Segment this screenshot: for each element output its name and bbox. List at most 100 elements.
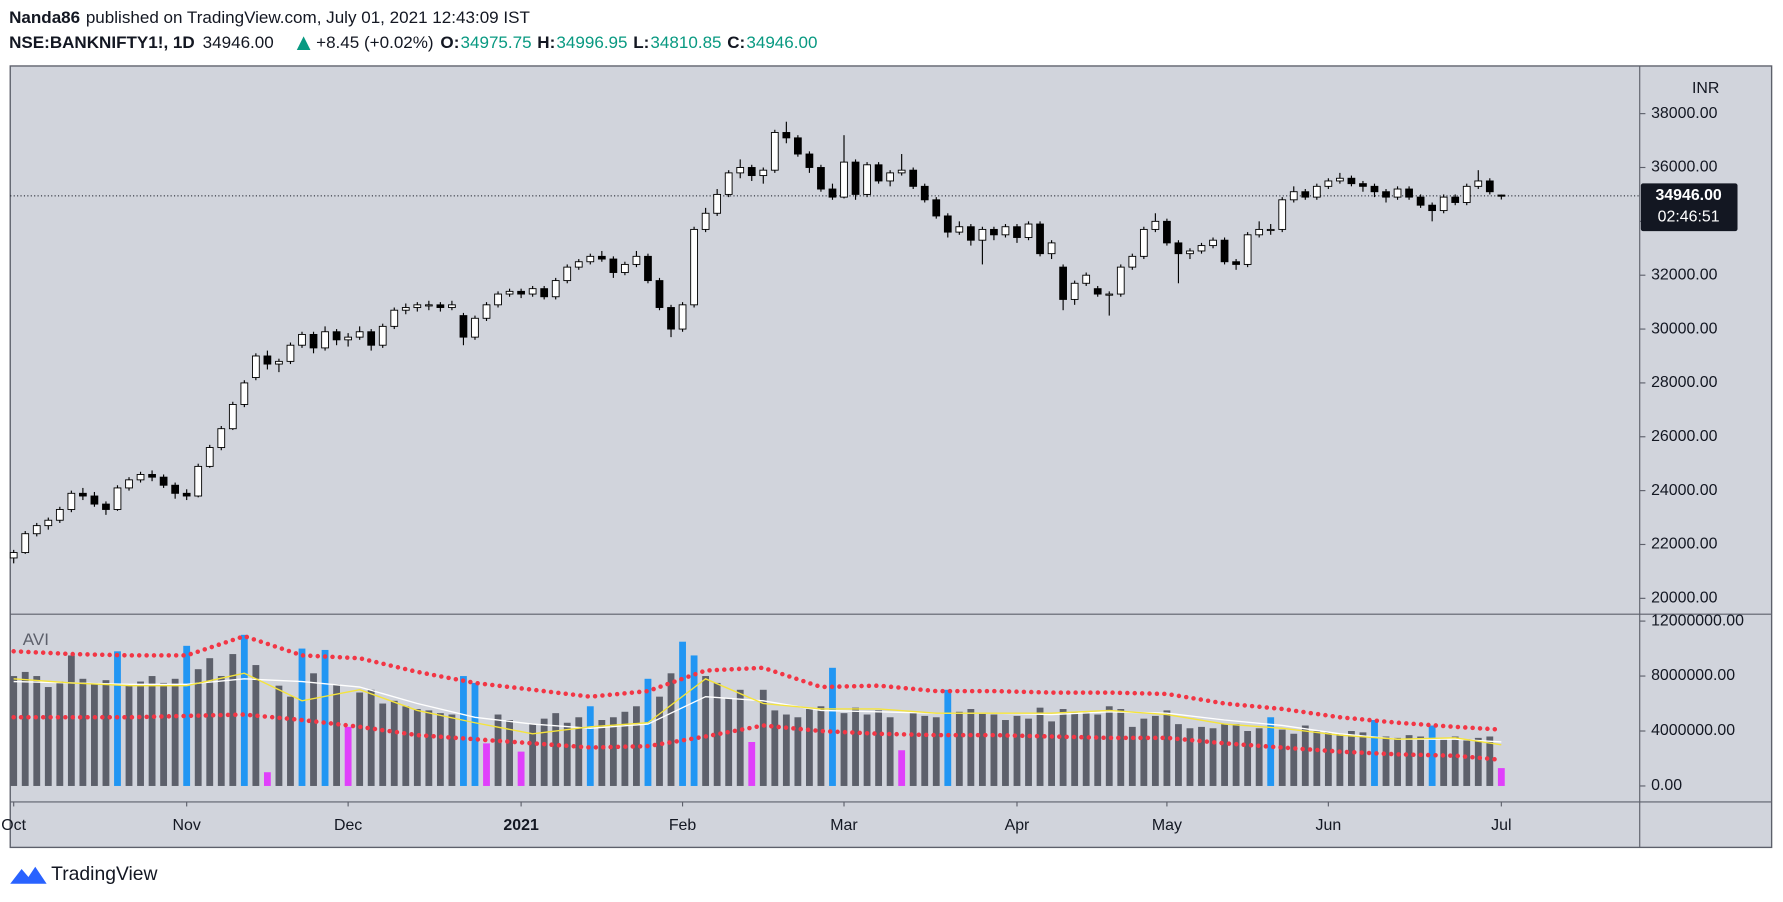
volume-bar <box>1417 736 1425 786</box>
volume-bar <box>67 655 75 786</box>
candle-body <box>355 331 364 338</box>
candle-body <box>597 255 606 260</box>
y-tick-label: 24000.00 <box>1651 482 1717 499</box>
candle-body <box>563 266 572 282</box>
logo-icon <box>10 866 47 884</box>
candle-body <box>1059 266 1067 300</box>
candle-body <box>1116 266 1125 295</box>
candle-body <box>1220 239 1229 263</box>
candle-body <box>332 331 341 341</box>
volume-bar <box>460 676 467 786</box>
volume-bar <box>1440 737 1448 786</box>
candle-body <box>1336 177 1344 182</box>
ohlc-label: L: <box>633 33 649 52</box>
volume-bar <box>1324 732 1332 786</box>
candle-body <box>1382 191 1390 198</box>
volume-bar <box>356 692 364 786</box>
x-tick-label: Jul <box>1491 817 1511 834</box>
volume-bar <box>1244 731 1252 786</box>
volume-bar <box>448 714 456 786</box>
candle-body <box>1197 245 1206 252</box>
volume-bar <box>1117 709 1125 786</box>
candle-body <box>1359 183 1367 187</box>
candle-body <box>632 255 641 265</box>
volume-bar <box>1278 729 1286 786</box>
volume-bar <box>1255 728 1263 786</box>
candle-body <box>713 193 722 214</box>
candle-body <box>1082 274 1091 284</box>
volume-bar <box>1405 735 1413 786</box>
candle-body <box>1128 255 1137 268</box>
candle-body <box>1266 228 1275 232</box>
volume-bar <box>782 714 790 786</box>
y2-tick-label: 4000000.00 <box>1651 722 1735 739</box>
countdown: 02:46:51 <box>1658 209 1720 226</box>
volume-bar <box>921 715 929 786</box>
candle-body <box>990 228 998 236</box>
candle-body <box>1289 191 1298 201</box>
volume-bar <box>1474 737 1482 786</box>
volume-bar <box>79 678 87 786</box>
y2-tick-label: 12000000.00 <box>1651 612 1744 629</box>
candle-body <box>9 552 18 559</box>
volume-bar <box>1013 715 1021 786</box>
candle-body <box>1105 293 1114 296</box>
average-line <box>13 672 1502 746</box>
volume-bar <box>656 696 663 786</box>
candle-body <box>540 288 549 298</box>
volume-bar <box>1071 711 1079 786</box>
currency: INR <box>1692 80 1719 97</box>
candle-body <box>1428 204 1437 212</box>
candle-body <box>1174 242 1183 255</box>
volume-bar <box>1128 726 1136 786</box>
candle-body <box>67 492 76 510</box>
candle-body <box>79 492 87 497</box>
volume-bar <box>1428 725 1436 786</box>
y-tick-label: 22000.00 <box>1651 536 1717 553</box>
candle-body <box>159 476 168 486</box>
candle-body <box>494 293 502 306</box>
candle-body <box>1439 196 1448 212</box>
volume-bar <box>1082 711 1090 786</box>
volume-bar <box>1290 733 1298 786</box>
candle-body <box>1393 188 1402 198</box>
band-dots <box>11 633 1504 732</box>
volume-bar <box>679 641 686 786</box>
ohlc-label: O: <box>440 33 459 52</box>
ohlc-value: 34975.75 <box>461 33 532 52</box>
volume-bar <box>1221 724 1228 786</box>
candle-body <box>44 519 53 527</box>
candle-body <box>609 258 618 273</box>
volume-bar <box>413 709 421 786</box>
volume-bar <box>125 684 133 786</box>
x-tick-label: Apr <box>1005 817 1030 834</box>
candle-body <box>90 495 99 505</box>
volume-bar <box>829 667 836 786</box>
volume-bar <box>633 706 640 786</box>
candle-body <box>1497 194 1506 197</box>
volume-bar <box>529 724 537 786</box>
candle-body <box>1093 288 1102 295</box>
volume-bar <box>148 676 156 786</box>
candle-body <box>574 261 583 268</box>
volume-bar <box>436 713 444 786</box>
volume-bar <box>990 714 998 786</box>
volume-bar <box>494 714 502 786</box>
volume-bar <box>1463 739 1471 786</box>
volume-bar <box>690 655 698 786</box>
candle-body <box>1001 226 1010 236</box>
volume-bar <box>194 669 202 786</box>
volume-bar <box>1359 732 1367 786</box>
volume-bar <box>1105 706 1113 786</box>
candle-body <box>1255 228 1264 236</box>
volume-bar <box>1175 724 1182 786</box>
volume-bar <box>759 689 767 786</box>
volume-bar <box>333 684 341 786</box>
volume-bar <box>21 671 29 786</box>
ohlc-label: C: <box>727 33 745 52</box>
candle-body <box>1232 261 1240 265</box>
candle-body <box>367 331 376 346</box>
candle-body <box>655 280 664 308</box>
candle-body <box>782 132 791 139</box>
candle-body <box>644 255 652 282</box>
